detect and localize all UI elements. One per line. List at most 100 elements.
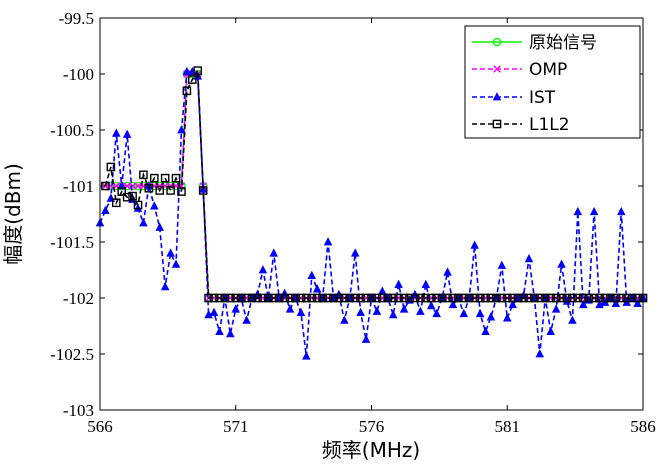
point-3-9 xyxy=(149,173,159,183)
y-tick-label-7: -99.5 xyxy=(59,9,94,28)
point-3-84 xyxy=(557,293,566,303)
point-3-42 xyxy=(329,293,338,303)
point-2-65 xyxy=(448,299,458,309)
point-3-66 xyxy=(459,293,469,303)
point-2-24 xyxy=(226,328,235,338)
point-3-16 xyxy=(188,75,197,84)
point-3-87 xyxy=(573,293,583,303)
point-2-45 xyxy=(340,315,349,324)
y-tick-label-1: -102.5 xyxy=(50,345,94,364)
point-3-61 xyxy=(432,293,441,303)
point-3-21 xyxy=(215,293,224,303)
y-tick-label-6: -100 xyxy=(63,65,94,84)
point-3-36 xyxy=(296,293,306,303)
point-2-61 xyxy=(426,300,436,310)
point-2-47 xyxy=(350,248,360,257)
point-3-35 xyxy=(291,293,300,303)
point-3-45 xyxy=(345,293,355,303)
point-2-22 xyxy=(215,326,224,335)
legend-entry-3: L1L2 xyxy=(472,115,570,135)
point-3-86 xyxy=(568,293,577,303)
point-3-34 xyxy=(285,293,295,303)
point-2-69 xyxy=(470,240,479,249)
point-2-12 xyxy=(160,281,170,291)
point-3-22 xyxy=(220,293,230,303)
point-3-91 xyxy=(595,293,604,303)
point-2-3 xyxy=(112,128,121,137)
point-3-48 xyxy=(361,293,371,303)
legend-marker-1 xyxy=(493,65,501,73)
point-3-13 xyxy=(171,173,181,183)
point-2-30 xyxy=(258,265,268,274)
point-2-72 xyxy=(486,312,496,321)
point-3-85 xyxy=(562,293,572,303)
y-tick-label-2: -102 xyxy=(63,289,94,308)
legend-entry-1: OMP xyxy=(472,60,567,80)
point-2-42 xyxy=(323,237,333,246)
point-3-76 xyxy=(513,293,523,303)
point-2-59 xyxy=(416,306,425,315)
point-3-92 xyxy=(600,293,610,303)
x-tick-label-1: 571 xyxy=(223,417,249,436)
point-2-48 xyxy=(356,307,365,316)
point-3-81 xyxy=(540,293,550,303)
point-2-76 xyxy=(508,299,517,309)
point-3-54 xyxy=(394,293,403,303)
x-tick-label-4: 586 xyxy=(630,417,656,436)
point-3-30 xyxy=(264,293,273,303)
point-3-3 xyxy=(117,187,127,196)
point-3-20 xyxy=(209,293,219,303)
point-3-17 xyxy=(193,66,203,75)
legend-marker-2 xyxy=(492,92,502,101)
point-3-18 xyxy=(198,186,208,195)
point-2-4 xyxy=(117,181,126,190)
point-3-64 xyxy=(448,293,458,303)
point-3-67 xyxy=(464,293,474,303)
point-3-24 xyxy=(231,293,241,303)
y-tick-label-4: -101 xyxy=(63,177,94,196)
point-2-92 xyxy=(595,299,604,309)
point-3-96 xyxy=(622,293,632,303)
point-2-40 xyxy=(312,284,322,293)
y-tick-label-0: -103 xyxy=(63,401,94,420)
point-1-6 xyxy=(134,182,142,190)
point-3-52 xyxy=(383,293,393,303)
point-2-84 xyxy=(551,304,561,313)
point-3-90 xyxy=(589,293,599,303)
point-3-55 xyxy=(399,293,409,303)
point-2-75 xyxy=(502,313,512,322)
point-3-49 xyxy=(367,293,376,303)
point-3-63 xyxy=(443,293,452,303)
point-2-32 xyxy=(269,248,279,257)
point-2-60 xyxy=(421,279,431,288)
point-3-97 xyxy=(627,293,637,303)
legend-label-3: L1L2 xyxy=(529,115,570,135)
point-2-55 xyxy=(394,279,403,288)
point-2-64 xyxy=(443,267,452,276)
point-3-14 xyxy=(177,187,186,196)
point-3-26 xyxy=(242,293,251,303)
point-3-40 xyxy=(318,293,327,303)
point-3-77 xyxy=(519,293,528,303)
point-3-31 xyxy=(269,293,279,303)
point-2-38 xyxy=(302,351,311,360)
point-3-10 xyxy=(155,186,165,195)
x-axis-title: 频率(MHz) xyxy=(322,438,420,462)
point-2-83 xyxy=(546,326,555,335)
point-3-6 xyxy=(133,200,143,210)
point-3-15 xyxy=(182,86,192,96)
point-3-5 xyxy=(128,191,137,201)
point-3-60 xyxy=(426,293,436,303)
point-3-28 xyxy=(253,293,262,303)
point-3-46 xyxy=(350,293,360,303)
point-3-59 xyxy=(421,293,431,303)
point-2-39 xyxy=(307,270,317,279)
point-3-27 xyxy=(247,293,257,303)
series-layer xyxy=(95,66,648,360)
legend-label-2: IST xyxy=(529,88,556,108)
point-2-54 xyxy=(388,309,398,319)
point-3-29 xyxy=(258,293,268,303)
point-3-2 xyxy=(111,198,121,208)
point-3-56 xyxy=(405,293,414,303)
legend-label-0: 原始信号 xyxy=(529,33,597,53)
